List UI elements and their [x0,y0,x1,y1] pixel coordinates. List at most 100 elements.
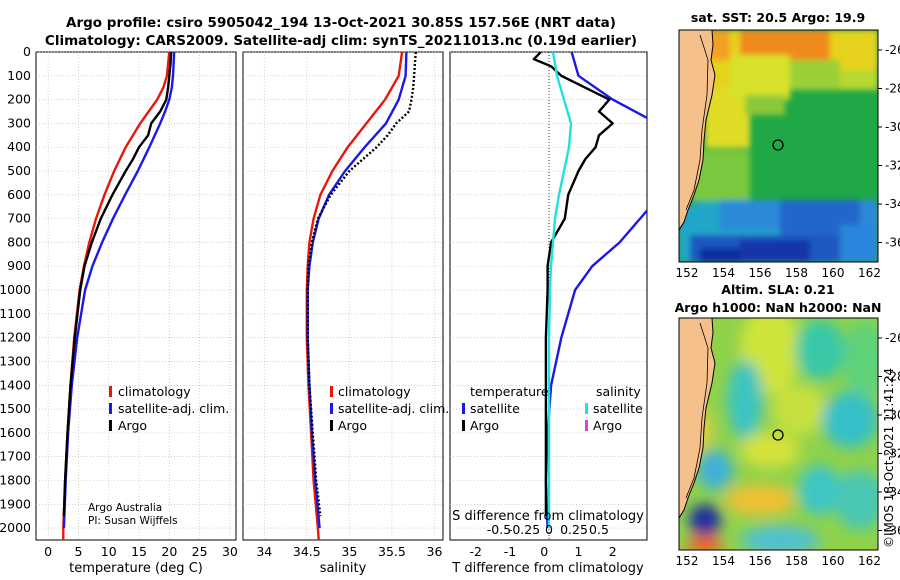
sla-map-frame [678,317,879,551]
map-lat-tick-label: -32 [885,447,900,461]
s-tick-label: 0 [545,522,553,537]
d-legend-label-t-satellite: satellite [470,401,520,416]
s-tick-label: 0.25 [560,522,588,537]
d-legend-title-temperature: temperature [470,384,549,399]
figure-title-line1: Argo profile: csiro 5905042_194 13-Oct-2… [66,15,616,31]
map-lon-tick-label: 162 [858,266,881,280]
x-tick-label: 0 [44,544,52,559]
salinity-legend: climatology satellite-adj. clim. Argo [330,384,449,433]
x-tick-label: 35 [341,544,357,559]
sla-land [679,318,716,519]
salinity-tick-labels: 34 34.5 35 35.5 36 [256,544,442,559]
x-tick-label: 0 [540,544,548,559]
difference-tick-labels: -2 -1 0 1 2 [469,544,616,559]
sla-map-title-line1: Altim. SLA: 0.21 [721,282,834,297]
d-legend-swatch-s-argo [585,420,588,431]
sst-map-title: sat. SST: 20.5 Argo: 19.9 [691,10,865,25]
x-tick-label: 2 [609,544,617,559]
map-lon-tick-label: 156 [749,266,772,280]
x-tick-label: 30 [222,544,238,559]
depth-tick-label: 1100 [0,306,31,321]
sst-argo-location-marker [772,139,784,151]
d-legend-label-s-argo: Argo [593,418,622,433]
depth-tick-label: 2000 [0,520,31,535]
x-tick-label: 34 [256,544,272,559]
x-tick-label: 5 [74,544,82,559]
x-tick-label: -1 [504,544,516,559]
d-legend-swatch-t-satellite [462,403,465,414]
depth-tick-label: 0 [23,44,31,59]
depth-tick-label: 500 [7,163,31,178]
s-tick-label: -0.5 [487,522,511,537]
map-lat-tick-label: -30 [885,408,900,422]
map-lon-tick-label: 152 [676,266,699,280]
salinity-difference-tick-labels: -0.5-0.25 0 0.25 0.5 [487,522,609,537]
map-lat-tick-label: -34 [885,197,900,211]
salinity-grid [243,51,443,540]
imos-timestamp: ©IMOS 18-Oct-2021 11:41:24 [882,368,896,548]
x-tick-label: 15 [131,544,147,559]
depth-tick-label: 800 [7,234,31,249]
legend-label-satellite: satellite-adj. clim. [118,401,229,416]
series-line-satellite-adj-clim- [62,52,176,529]
sla-shelf-contour [685,322,709,499]
depth-tick-label: 900 [7,258,31,273]
difference-top-xlabel: S difference from climatology [452,509,644,524]
salinity-panel-frame [242,51,444,541]
temperature-series [62,52,176,540]
map-lat-tick-label: -28 [885,82,900,96]
map-lon-tick-label: 160 [822,266,845,280]
d-legend-label-s-satellite: satellite [593,401,643,416]
s-legend-swatch-satellite [330,403,333,414]
map-lat-tick-label: -26 [885,331,900,345]
d-legend-swatch-s-satellite [585,403,588,414]
depth-tick-label: 400 [7,139,31,154]
legend-swatch-climatology [109,386,112,397]
map-lat-tick-label: -26 [885,43,900,57]
temperature-panel-frame [35,51,237,541]
sla-map-tick-labels: 152 154 156 158 160 162 -26 -28 -30 -32 -34 -36 [676,331,900,568]
credit-line2: PI: Susan Wijffels [88,515,178,527]
map-lat-tick-label: -36 [885,236,900,250]
d-legend-label-t-argo: Argo [470,418,499,433]
map-lon-tick-label: 158 [785,266,808,280]
sst-map: sat. SST: 20.5 Argo: 19.9 [676,10,900,280]
legend-label-climatology: climatology [118,384,191,399]
depth-tick-labels: 0 100 200 300 400 500 600 700 800 900 1000 1100 1200… [0,44,31,535]
sst-map-tick-labels: 152 154 156 158 160 162 -26 -28 -30 -32 -34 -36 [676,43,900,280]
s-tick-label: 0.5 [589,522,609,537]
map-lon-tick-label: 154 [712,554,735,568]
map-lon-tick-label: 158 [785,554,808,568]
depth-tick-label: 1400 [0,377,31,392]
sla-argo-location-marker [772,429,784,441]
credit-line1: Argo Australia [88,502,162,514]
sla-map-image [679,318,878,550]
depth-tick-label: 1000 [0,282,31,297]
map-lon-tick-label: 160 [822,554,845,568]
depth-tick-label: 1900 [0,496,31,511]
map-lon-tick-label: 154 [712,266,735,280]
figure-title-line2: Climatology: CARS2009. Satellite-adj cli… [45,33,637,49]
legend-swatch-argo [109,420,112,431]
salinity-series [305,52,417,540]
s-legend-label-argo: Argo [338,418,367,433]
temperature-panel: 0100200300400500600700800900100011001200… [0,44,238,576]
s-legend-label-climatology: climatology [338,384,411,399]
difference-xlabel: T difference from climatology [451,561,644,576]
map-lat-tick-label: -34 [885,485,900,499]
legend-swatch-satellite [109,403,112,414]
map-lon-tick-label: 162 [858,554,881,568]
difference-legend: temperature satellite Argo salinity sate… [462,384,643,433]
sst-map-image [679,30,878,262]
map-lat-tick-label: -36 [885,524,900,538]
sst-map-frame [678,29,879,263]
salinity-xlabel: salinity [320,561,367,576]
series-line-temperature-argo [532,52,614,517]
depth-tick-label: 600 [7,187,31,202]
sst-front-contour [685,34,709,211]
depth-tick-label: 1200 [0,330,31,345]
depth-tick-label: 700 [7,211,31,226]
depth-tick-label: 100 [7,68,31,83]
depth-tick-label: 1700 [0,449,31,464]
series-line-argo [306,52,417,517]
